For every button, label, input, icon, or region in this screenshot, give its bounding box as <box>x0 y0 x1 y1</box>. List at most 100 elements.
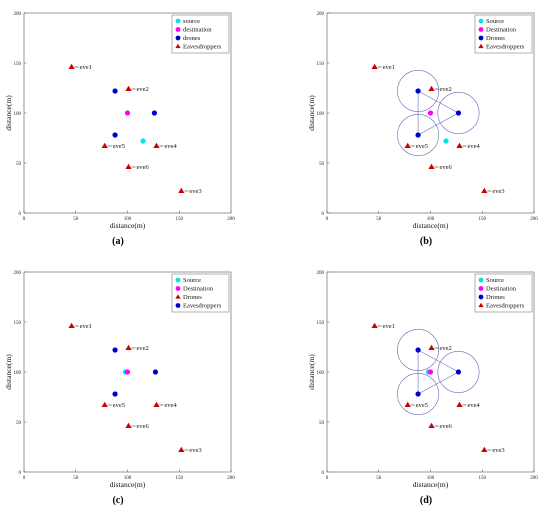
coverage-circle <box>397 372 440 415</box>
y-tick-label: 0 <box>322 471 325 476</box>
eavesdropper-label: eve6 <box>137 423 150 430</box>
y-axis-label: distance(m) <box>307 354 316 390</box>
legend-marker <box>478 43 484 49</box>
legend-marker <box>478 286 484 291</box>
x-tick-label: 100 <box>124 476 132 481</box>
legend-label: drones <box>183 35 201 42</box>
point-eavesdroppers <box>153 142 160 148</box>
x-tick-label: 200 <box>530 476 538 481</box>
eavesdropper-label: eve4 <box>467 143 480 150</box>
panel-caption: (d) <box>420 495 432 506</box>
point-eavesdroppers <box>101 401 108 407</box>
x-tick-label: 50 <box>73 476 79 481</box>
point-drones <box>455 110 462 116</box>
eavesdropper-label: eve5 <box>113 143 125 150</box>
coverage-circle <box>397 328 440 371</box>
legend-label: Drones <box>486 294 505 301</box>
eavesdropper-label: eve4 <box>467 402 480 409</box>
legend-label: Destination <box>183 286 214 293</box>
point-eavesdroppers <box>428 422 435 428</box>
legend-box <box>171 14 230 54</box>
y-tick-label: 50 <box>319 421 325 426</box>
eavesdropper-label: eve3 <box>492 188 504 195</box>
chart-panel-4: 0 50 100 150 200 0 50 100 150 200 distance(m) dista… <box>307 271 538 506</box>
legend-label: Eavesdroppers <box>486 44 525 51</box>
legend-marker <box>478 302 484 308</box>
legend-label: Drones <box>486 35 505 42</box>
drone-triangle <box>417 349 460 395</box>
point-eavesdroppers <box>68 322 75 328</box>
eavesdropper-label: eve3 <box>492 447 504 454</box>
x-tick-label: 100 <box>124 217 132 222</box>
point-drones <box>415 132 421 138</box>
x-tick-label: 100 <box>427 217 435 222</box>
x-axis-label: distance(m) <box>413 221 449 230</box>
point-drones <box>415 88 421 94</box>
eavesdropper-label: eve5 <box>416 402 428 409</box>
eavesdropper-label: eve2 <box>440 345 452 352</box>
x-tick-label: 0 <box>23 217 26 222</box>
point-eavesdroppers <box>153 401 160 407</box>
legend-box <box>474 14 533 54</box>
x-tick-label: 0 <box>23 476 26 481</box>
eavesdropper-label: eve1 <box>383 64 395 71</box>
legend-label: Destination <box>486 27 517 34</box>
legend-label: Destination <box>486 286 517 293</box>
legend-marker <box>175 35 181 41</box>
point-destination <box>124 110 131 116</box>
x-tick-label: 50 <box>376 476 382 481</box>
point-eavesdroppers <box>481 187 488 193</box>
x-axis-label: distance(m) <box>110 480 146 489</box>
legend-marker <box>175 18 181 24</box>
x-tick-label: 150 <box>176 217 184 222</box>
legend-label: Eavesdroppers <box>183 303 222 310</box>
legend-marker <box>478 35 484 41</box>
point-eavesdroppers <box>456 142 463 148</box>
point-drones <box>151 110 158 116</box>
x-tick-label: 150 <box>479 476 487 481</box>
x-tick-label: 0 <box>326 476 329 481</box>
legend-box <box>474 273 533 313</box>
eavesdropper-label: eve5 <box>416 143 428 150</box>
coverage-circle <box>437 92 480 135</box>
x-tick-label: 200 <box>227 217 235 222</box>
point-eavesdroppers <box>428 344 435 350</box>
point-drones <box>415 347 421 353</box>
eavesdropper-label: eve1 <box>80 64 92 71</box>
coverage-circle <box>397 70 440 113</box>
legend-marker <box>478 294 484 300</box>
chart-panel-3: 0 50 100 150 200 0 50 100 150 200 distance(m) dista… <box>4 271 235 506</box>
eavesdropper-label: eve1 <box>383 323 395 330</box>
legend-marker <box>175 294 181 299</box>
coverage-circle <box>397 114 440 157</box>
x-tick-label: 150 <box>176 476 184 481</box>
panel-caption: (a) <box>112 236 124 247</box>
y-tick-label: 200 <box>14 271 22 276</box>
y-tick-label: 200 <box>317 271 325 276</box>
point-source <box>140 138 146 144</box>
y-tick-label: 50 <box>319 162 325 167</box>
chart-panel-2: 0 50 100 150 200 0 50 100 150 200 distance(m) dista… <box>307 12 538 247</box>
point-destination <box>427 369 434 375</box>
chart-panel-1: 0 50 100 150 200 0 50 100 150 200 distance(m) dista… <box>4 12 235 247</box>
legend-marker <box>175 43 181 49</box>
legend-marker <box>175 277 181 283</box>
drone-triangle <box>417 90 460 136</box>
y-tick-label: 150 <box>14 321 22 326</box>
y-tick-label: 150 <box>14 62 22 67</box>
legend-marker <box>175 27 181 32</box>
point-destination <box>124 369 131 375</box>
y-tick-label: 100 <box>317 371 325 376</box>
point-eavesdroppers <box>125 422 132 428</box>
x-axis-label: distance(m) <box>110 221 146 230</box>
x-tick-label: 50 <box>376 217 382 222</box>
legend-label: Eavesdroppers <box>183 44 222 51</box>
point-drones <box>152 369 159 375</box>
y-axis-label: distance(m) <box>4 95 13 131</box>
x-tick-label: 0 <box>326 217 329 222</box>
x-axis-label: distance(m) <box>413 480 449 489</box>
legend-marker <box>478 277 484 283</box>
y-axis-label: distance(m) <box>4 354 13 390</box>
